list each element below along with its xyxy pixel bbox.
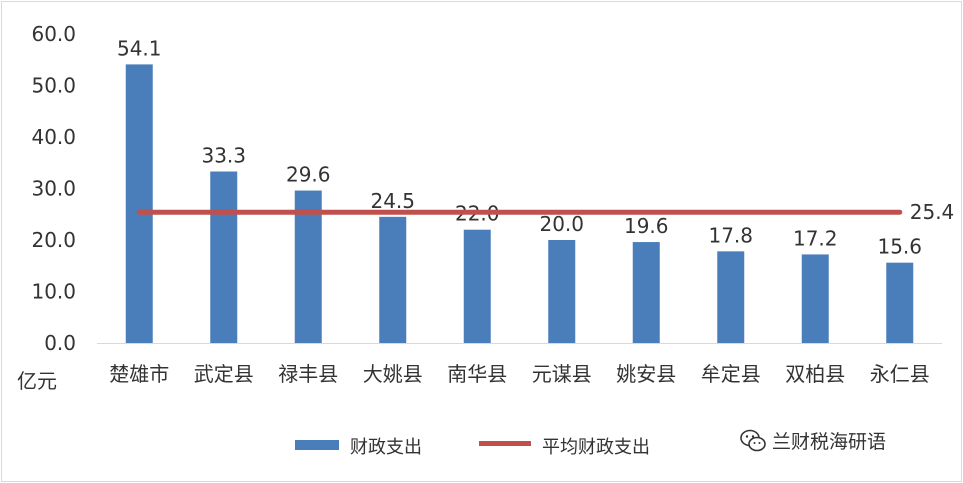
bar-data-label: 54.1 <box>117 36 162 60</box>
y-tick-label: 0.0 <box>44 331 76 355</box>
wechat-icon <box>740 429 766 451</box>
bar-data-labels: 54.133.329.624.522.020.019.617.817.215.6 <box>117 36 922 258</box>
bar <box>632 242 660 343</box>
x-axis: 楚雄市 武定县 禄丰县 大姚县 南华县 元谋县 姚安县 牟定县 双柏县 永仁县 <box>97 343 942 386</box>
y-tick-label: 10.0 <box>31 280 76 304</box>
legend-swatch-bar <box>295 440 339 450</box>
bar <box>717 251 745 343</box>
legend-swatch-line <box>479 441 531 446</box>
bars <box>125 64 914 343</box>
x-category-label: 楚雄市 <box>109 362 169 386</box>
y-tick-label: 60.0 <box>31 22 76 46</box>
y-tick-label: 20.0 <box>31 228 76 252</box>
bar <box>463 229 491 343</box>
x-category-label: 武定县 <box>194 362 254 386</box>
x-category-label: 双柏县 <box>785 362 845 386</box>
x-category-label: 大姚县 <box>363 362 423 386</box>
watermark: 兰财税海研语 <box>740 427 886 454</box>
y-axis: 0.0 10.0 20.0 30.0 40.0 50.0 60.0 <box>31 22 76 355</box>
bar <box>548 240 576 343</box>
bar-data-label: 33.3 <box>201 144 246 168</box>
x-category-label: 禄丰县 <box>278 362 338 386</box>
legend: 财政支出 平均财政支出 <box>295 437 650 458</box>
y-unit-label: 亿元 <box>17 369 57 393</box>
bar <box>294 190 322 343</box>
watermark-text: 兰财税海研语 <box>772 431 887 453</box>
bar-data-label: 29.6 <box>286 163 331 187</box>
bar <box>210 171 238 343</box>
bar-data-label: 20.0 <box>539 212 584 236</box>
bar <box>379 216 407 343</box>
bar-data-label: 17.2 <box>793 226 838 250</box>
bar-data-label: 19.6 <box>624 214 669 238</box>
legend-label-bar: 财政支出 <box>350 437 422 458</box>
average-line-label: 25.4 <box>910 200 955 224</box>
bar-data-label: 24.5 <box>370 189 415 213</box>
x-category-label: 永仁县 <box>870 362 930 386</box>
x-category-label: 南华县 <box>447 362 507 386</box>
y-tick-label: 50.0 <box>31 74 76 98</box>
bar <box>125 64 153 343</box>
y-tick-label: 40.0 <box>31 125 76 149</box>
x-category-label: 元谋县 <box>532 362 592 386</box>
bar-data-label: 15.6 <box>877 235 922 259</box>
y-tick-label: 30.0 <box>31 177 76 201</box>
x-category-label: 姚安县 <box>616 362 676 386</box>
average-line: 25.4 <box>136 200 955 224</box>
x-category-label: 牟定县 <box>701 362 761 386</box>
bar-data-label: 17.8 <box>708 223 753 247</box>
bar <box>801 254 829 343</box>
legend-label-line: 平均财政支出 <box>542 437 650 458</box>
bar <box>886 262 914 343</box>
